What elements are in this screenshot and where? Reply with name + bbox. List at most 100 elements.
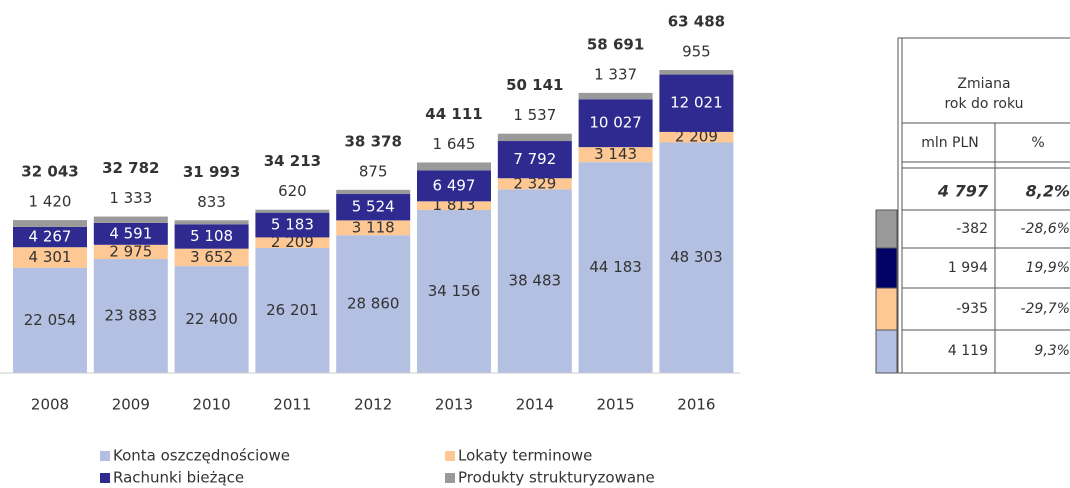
bar-segment <box>497 141 572 179</box>
bar-segment <box>336 194 411 221</box>
legend-label: Rachunki bieżące <box>113 469 244 487</box>
table-cell: -29,7% <box>1020 301 1070 317</box>
bar-segment <box>13 247 87 268</box>
bar-segment <box>497 133 572 142</box>
bar-segment <box>578 147 653 163</box>
bar-segment <box>174 266 249 373</box>
total-label: 50 141 <box>506 76 563 94</box>
value-label: 875 <box>359 162 388 180</box>
x-tick-label: 2016 <box>677 396 715 414</box>
value-label: 1 333 <box>109 189 152 207</box>
bar-segment <box>13 220 87 227</box>
value-label: 48 303 <box>670 248 723 266</box>
value-label: 5 108 <box>190 227 233 245</box>
legend-swatch <box>100 473 110 483</box>
legend-label: Produkty strukturyzowane <box>458 469 655 487</box>
bar-segment <box>93 216 168 223</box>
bar-segment <box>659 70 734 75</box>
legend-swatch <box>445 473 455 483</box>
value-label: 1 420 <box>29 193 72 211</box>
total-label: 44 111 <box>425 105 482 123</box>
value-label: 2 209 <box>271 233 314 251</box>
bar-segment <box>13 226 87 248</box>
bar-segment <box>578 162 653 373</box>
value-label: 34 156 <box>428 282 481 300</box>
table-cell: 1 994 <box>948 260 988 276</box>
bar-segment <box>93 222 168 245</box>
bar-segment <box>13 267 87 373</box>
bar-segment <box>93 259 168 373</box>
value-label: 833 <box>197 193 226 211</box>
table-cell: 9,3% <box>1034 343 1070 359</box>
value-label: 5 524 <box>352 198 395 216</box>
bar-segment <box>255 209 330 213</box>
value-label: 2 975 <box>109 242 152 260</box>
table-frame <box>897 37 1070 374</box>
x-tick-label: 2008 <box>31 396 69 414</box>
bar-segment <box>417 209 491 373</box>
bar-segment <box>174 224 249 249</box>
value-label: 4 301 <box>29 248 72 266</box>
value-label: 1 537 <box>513 106 556 124</box>
value-label: 7 792 <box>513 150 556 168</box>
total-label: 58 691 <box>587 35 644 53</box>
bar-segment <box>93 244 168 260</box>
value-label: 2 329 <box>513 174 556 192</box>
value-label: 28 860 <box>347 295 400 313</box>
value-label: 4 591 <box>109 224 152 242</box>
total-label: 31 993 <box>183 163 240 181</box>
legend-label: Lokaty terminowe <box>458 447 592 465</box>
bar-segment <box>174 248 249 267</box>
total-label: 63 488 <box>668 13 725 31</box>
value-label: 26 201 <box>266 301 319 319</box>
value-label: 22 400 <box>185 310 238 328</box>
bar-segment <box>255 237 330 248</box>
value-label: 12 021 <box>670 94 723 112</box>
bar-segment <box>336 189 411 195</box>
value-label: 620 <box>278 182 307 200</box>
x-tick-label: 2015 <box>597 396 635 414</box>
value-label: 4 267 <box>29 228 72 246</box>
table-cell: -935 <box>956 301 988 317</box>
value-label: 44 183 <box>589 258 642 276</box>
bar-segment <box>417 201 491 210</box>
value-label: 3 143 <box>594 145 637 163</box>
total-label: 38 378 <box>344 132 401 150</box>
x-tick-label: 2011 <box>273 396 311 414</box>
table-cell: 4 119 <box>948 343 988 359</box>
value-label: 23 883 <box>105 307 158 325</box>
value-label: 38 483 <box>509 272 562 290</box>
value-label: 955 <box>682 43 711 61</box>
legend-label: Konta oszczędnościowe <box>113 447 290 465</box>
bar-segment <box>255 247 330 373</box>
x-tick-label: 2009 <box>112 396 150 414</box>
x-tick-label: 2010 <box>193 396 231 414</box>
bar-segment <box>497 189 572 373</box>
table-swatch <box>875 329 898 374</box>
bar-segment <box>659 74 734 132</box>
value-label: 10 027 <box>589 114 642 132</box>
value-label: 3 118 <box>352 218 395 236</box>
bar-segment <box>417 170 491 202</box>
value-label: 1 337 <box>594 65 637 83</box>
x-tick-label: 2014 <box>516 396 554 414</box>
x-tick-label: 2013 <box>435 396 473 414</box>
bar-segment <box>255 212 330 238</box>
value-label: 5 183 <box>271 216 314 234</box>
x-tick-label: 2012 <box>354 396 392 414</box>
value-label: 3 652 <box>190 248 233 266</box>
table-header: rok do roku <box>944 96 1023 112</box>
table-cell: -28,6% <box>1020 221 1070 237</box>
table-swatch <box>875 209 898 249</box>
table-cell: -382 <box>956 221 988 237</box>
bar-segment <box>659 131 734 143</box>
total-label: 34 213 <box>264 152 321 170</box>
bar-segment <box>336 235 411 373</box>
bar-segment <box>417 162 491 171</box>
value-label: 2 209 <box>675 128 718 146</box>
table-cell: 19,9% <box>1026 260 1070 276</box>
bar-segment <box>659 142 734 373</box>
table-total: 4 797 <box>937 182 989 201</box>
value-label: 1 645 <box>433 135 476 153</box>
